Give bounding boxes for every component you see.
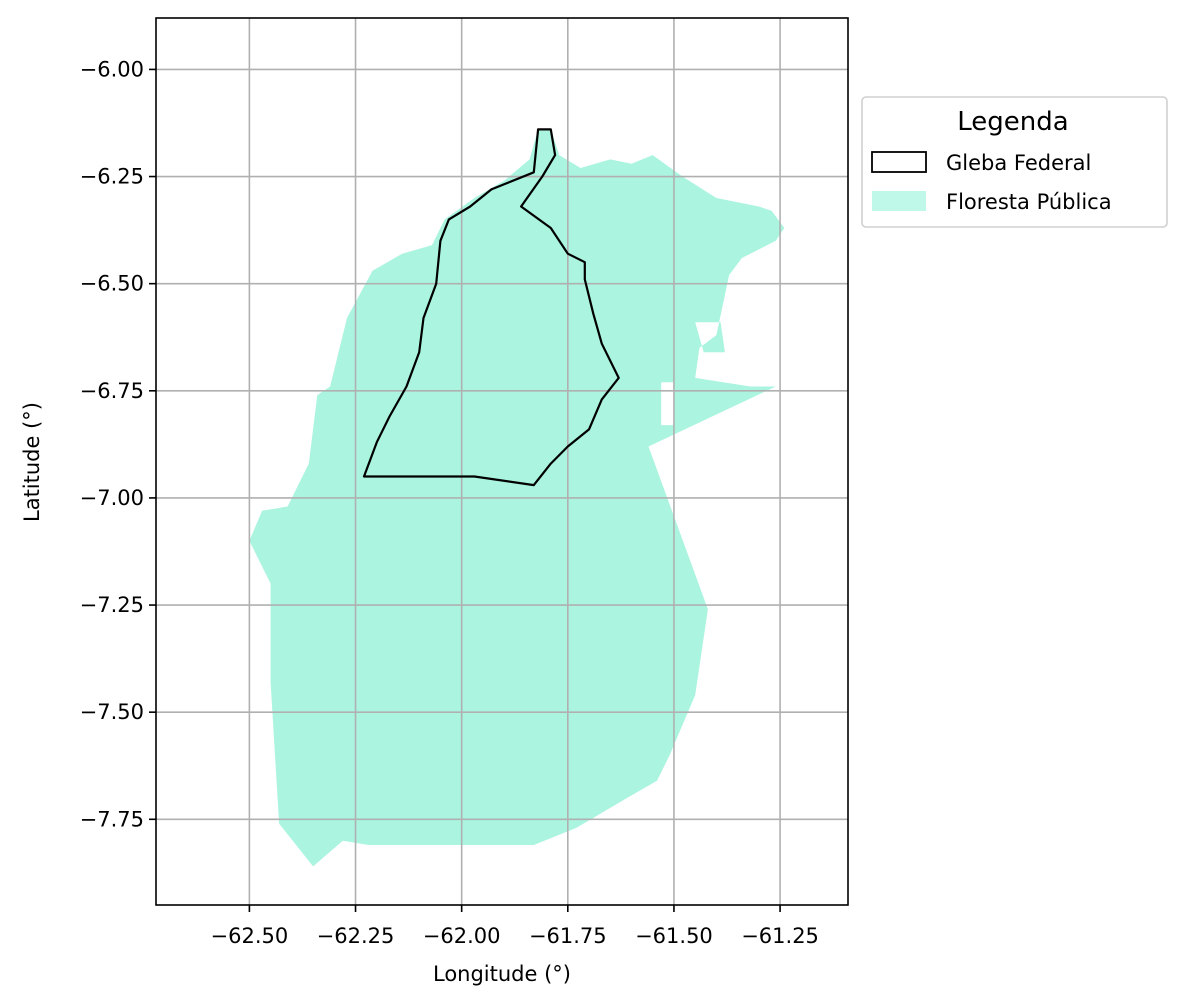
- y-tick-label: −7.00: [80, 486, 144, 510]
- x-axis-ticks: −62.50 −62.25 −62.00 −61.75 −61.50 −61.25: [211, 905, 819, 948]
- legend-swatch-gleba-federal: [871, 151, 927, 173]
- legend-swatch-floresta-publica: [872, 191, 926, 211]
- y-tick-label: −6.75: [80, 379, 144, 403]
- y-tick-label: −7.75: [80, 807, 144, 831]
- y-tick-label: −7.50: [80, 700, 144, 724]
- y-axis-ticks: −6.00 −6.25 −6.50 −6.75 −7.00 −7.25 −7.50 −7.75: [80, 57, 156, 831]
- x-tick-label: −61.50: [635, 924, 713, 948]
- y-tick-label: −6.50: [80, 272, 144, 296]
- plot-frame: [155, 17, 849, 906]
- plot-area: [155, 17, 849, 906]
- y-axis-label: Latitude (°): [20, 402, 44, 522]
- gleba-federal-layer: [362, 128, 620, 487]
- y-tick-label: −7.25: [80, 593, 144, 617]
- x-tick-label: −61.25: [741, 924, 819, 948]
- legend-label-floresta-publica: Floresta Pública: [946, 190, 1112, 214]
- legend-frame: [861, 96, 1168, 228]
- legend-label-gleba-federal: Gleba Federal: [946, 151, 1091, 175]
- x-axis-label: Longitude (°): [433, 962, 571, 986]
- x-tick-label: −61.75: [529, 924, 607, 948]
- grid-lines: [156, 18, 848, 905]
- x-tick-label: −62.00: [423, 924, 501, 948]
- y-tick-label: −6.00: [80, 57, 144, 81]
- legend-title: Legenda: [957, 107, 1068, 137]
- legend: Legenda Gleba Federal Floresta Pública: [861, 96, 1168, 228]
- y-tick-label: −6.25: [80, 165, 144, 189]
- gleba-federal-outline: [362, 128, 620, 487]
- x-tick-label: −62.25: [317, 924, 395, 948]
- x-tick-label: −62.50: [211, 924, 289, 948]
